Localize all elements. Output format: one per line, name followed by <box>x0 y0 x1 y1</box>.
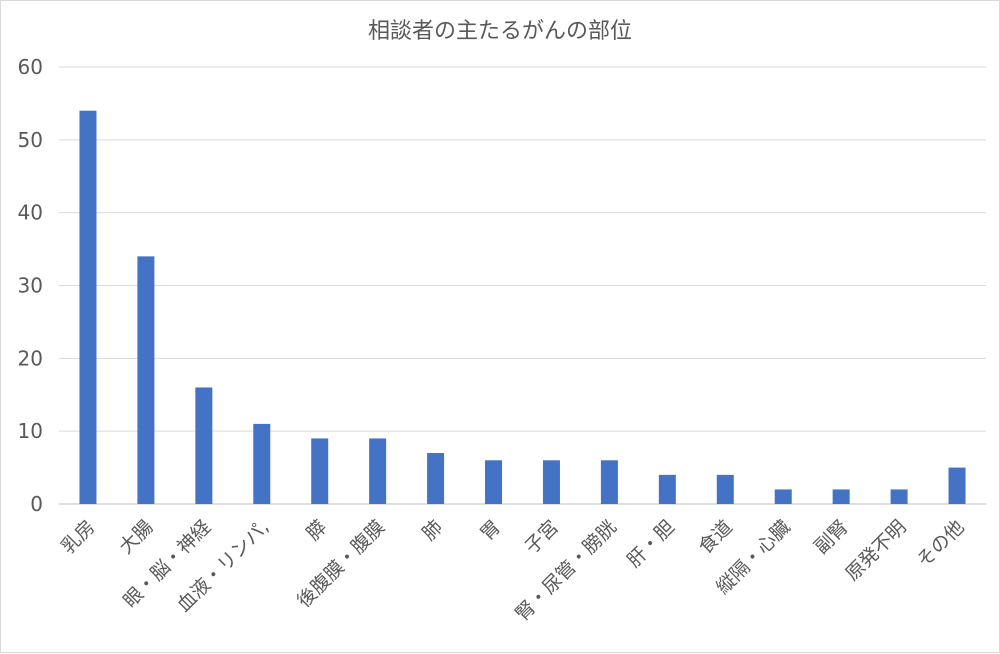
y-tick-label: 50 <box>18 128 43 152</box>
bar <box>774 489 792 504</box>
x-tick-label: 肝・胆 <box>623 516 679 572</box>
x-tick-label: 腎・尿管・膀胱 <box>511 516 621 626</box>
bar <box>890 489 908 504</box>
x-tick-label: 大腸 <box>115 516 157 558</box>
bar <box>137 256 155 504</box>
y-tick-label: 30 <box>18 274 43 298</box>
x-tick-label: 膵 <box>302 516 331 545</box>
y-tick-label: 60 <box>18 55 43 79</box>
bar <box>311 438 329 504</box>
x-tick-label: 胃 <box>476 516 505 545</box>
x-tick-label: 子宮 <box>521 516 563 558</box>
bar <box>658 474 676 504</box>
y-tick-label: 10 <box>18 419 43 443</box>
bar <box>716 474 734 504</box>
y-tick-label: 0 <box>30 492 43 516</box>
bar <box>195 387 213 504</box>
bar <box>948 467 966 504</box>
x-tick-label: 食道 <box>694 516 736 558</box>
bar <box>253 423 271 504</box>
bar <box>427 453 445 504</box>
x-tick-label: 副腎 <box>810 516 852 558</box>
bar <box>600 460 618 504</box>
x-tick-label: 肺 <box>418 516 447 545</box>
x-tick-label: その他 <box>913 516 969 572</box>
bar <box>485 460 503 504</box>
y-tick-label: 20 <box>18 346 43 370</box>
bar <box>79 110 97 504</box>
bar <box>542 460 560 504</box>
x-tick-label: 乳房 <box>57 516 99 558</box>
x-tick-label: 原発不明 <box>841 516 910 585</box>
bar <box>369 438 387 504</box>
chart-title: 相談者の主たるがんの部位 <box>367 19 632 44</box>
bar <box>832 489 850 504</box>
y-tick-label: 40 <box>18 201 43 225</box>
